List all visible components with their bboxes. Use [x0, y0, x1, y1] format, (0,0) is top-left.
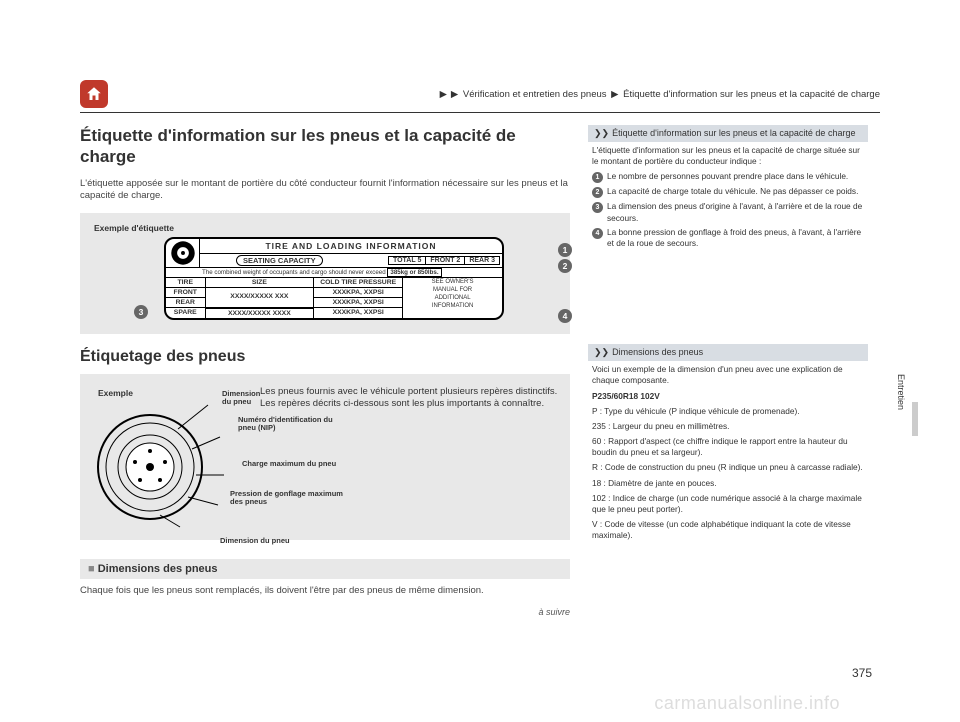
num-badge: 1 [592, 172, 603, 183]
sidewall-illustration: Exemple [90, 382, 240, 532]
seating-label: SEATING CAPACITY [236, 255, 323, 266]
breadcrumb-item: Étiquette d'information sur les pneus et… [623, 89, 880, 100]
info-heading: ❯❯Dimensions des pneus [588, 344, 868, 361]
placard-title: TIRE AND LOADING INFORMATION [200, 239, 502, 254]
callout-4: 4 [558, 309, 572, 323]
page-title: Étiquette d'information sur les pneus et… [80, 125, 570, 168]
breadcrumb: ▶ ▶ Vérification et entretien des pneus ▶… [438, 89, 880, 100]
sidewall-diagram: Exemple [80, 374, 570, 540]
chevron-icon: ▶ [440, 89, 447, 100]
info-heading: ❯❯Étiquette d'information sur les pneus … [588, 125, 868, 142]
sidewall-text: Les pneus fournis avec le véhicule porte… [260, 382, 560, 532]
callout-1: 1 [558, 243, 572, 257]
tire-placard: TIRE AND LOADING INFORMATION SEATING CAP… [164, 237, 504, 319]
tire-table: TIRE FRONT REAR SPARE SIZE XXXX/XXXXX XX… [166, 278, 502, 317]
subsection-text: Chaque fois que les pneus sont remplacés… [80, 585, 570, 598]
section-tab: Entretien [896, 374, 906, 410]
sw-label: Dimension du pneu [222, 390, 260, 407]
sw-label: Dimension du pneu [220, 536, 710, 545]
chevron-icon: ❯❯ [594, 347, 609, 357]
section-heading: Étiquetage des pneus [80, 348, 570, 366]
section-tab-bar [912, 402, 918, 436]
intro-text: L'étiquette apposée sur le montant de po… [80, 178, 570, 204]
continue-note: à suivre [80, 607, 570, 617]
chevron-icon: ▶ [611, 89, 618, 100]
watermark: carmanualsonline.info [654, 693, 840, 714]
tire-icon [166, 239, 200, 267]
info-body: Voici un exemple de la dimension d'un pn… [588, 364, 868, 549]
breadcrumb-item: Vérification et entretien des pneus [463, 89, 607, 100]
subsection-heading: Dimensions des pneus [80, 559, 570, 579]
num-badge: 4 [592, 228, 603, 239]
main-content: Étiquette d'information sur les pneus et… [80, 125, 570, 617]
manual-page: ▶ ▶ Vérification et entretien des pneus ▶… [80, 80, 880, 617]
home-icon[interactable] [80, 80, 108, 108]
page-number: 375 [852, 666, 872, 680]
sw-label: Charge maximum du pneu [242, 460, 342, 468]
sw-label: Numéro d'identification du pneu (NIP) [238, 416, 338, 433]
chevron-icon: ❯❯ [594, 128, 609, 138]
chevron-icon: ▶ [451, 89, 458, 100]
info-body: L'étiquette d'information sur les pneus … [588, 145, 868, 256]
placard-diagram: Exemple d'étiquette TIRE AND LOADING INF… [80, 213, 570, 334]
info-block: ❯❯Étiquette d'information sur les pneus … [588, 125, 868, 256]
num-badge: 3 [592, 202, 603, 213]
num-badge: 2 [592, 187, 603, 198]
callout-2: 2 [558, 259, 572, 273]
weight-note: The combined weight of occupants and car… [166, 268, 446, 277]
info-block: ❯❯Dimensions des pneus Voici un exemple … [588, 344, 868, 549]
diagram-caption: Exemple d'étiquette [94, 223, 556, 233]
page-header: ▶ ▶ Vérification et entretien des pneus ▶… [80, 80, 880, 113]
sw-label: Pression de gonflage maximum des pneus [230, 490, 350, 507]
seating-values: TOTAL 5 FRONT 2 REAR 3 [388, 256, 500, 265]
callout-3: 3 [134, 305, 148, 319]
